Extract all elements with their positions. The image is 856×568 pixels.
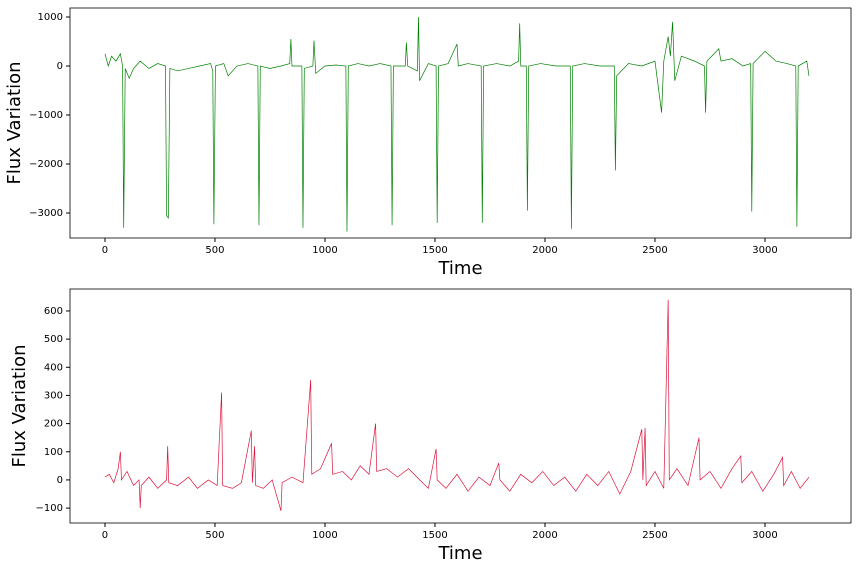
y-tick-label: 0 (57, 475, 63, 486)
x-tick-label: 2000 (532, 530, 557, 541)
y-tick-label: −3000 (29, 208, 63, 219)
y-tick-label: 400 (44, 362, 63, 373)
x-tick-label: 2500 (642, 245, 667, 256)
x-tick-label: 2000 (532, 245, 557, 256)
plot-frame (69, 7, 852, 239)
y-tick-label: 600 (44, 306, 63, 317)
y-tick-label: 100 (44, 447, 63, 458)
x-axis-label: Time (437, 543, 482, 564)
x-tick-label: 500 (205, 530, 224, 541)
x-tick-label: 0 (102, 245, 108, 256)
y-tick-label: −100 (36, 503, 63, 514)
data-line (104, 299, 810, 511)
x-tick-label: 2500 (642, 530, 667, 541)
data-line (104, 17, 810, 232)
x-tick-label: 3000 (752, 245, 777, 256)
x-tick-label: 1500 (422, 530, 447, 541)
y-tick-label: −2000 (29, 159, 63, 170)
y-tick-label: 300 (44, 390, 63, 401)
y-tick-label: 0 (57, 61, 63, 72)
x-tick-label: 1000 (312, 530, 337, 541)
y-tick-label: 1000 (38, 12, 63, 23)
x-tick-label: 1500 (422, 245, 447, 256)
x-tick-label: 0 (102, 530, 108, 541)
y-tick-label: 500 (44, 334, 63, 345)
y-tick-label: −1000 (29, 110, 63, 121)
y-tick-label: 200 (44, 419, 63, 430)
y-axis-label: Flux Variation (4, 62, 25, 185)
y-axis-label: Flux Variation (9, 345, 30, 468)
x-axis-label: Time (437, 258, 482, 279)
plot-frame (69, 288, 852, 524)
x-tick-label: 500 (205, 245, 224, 256)
x-tick-label: 3000 (752, 530, 777, 541)
x-tick-label: 1000 (312, 245, 337, 256)
